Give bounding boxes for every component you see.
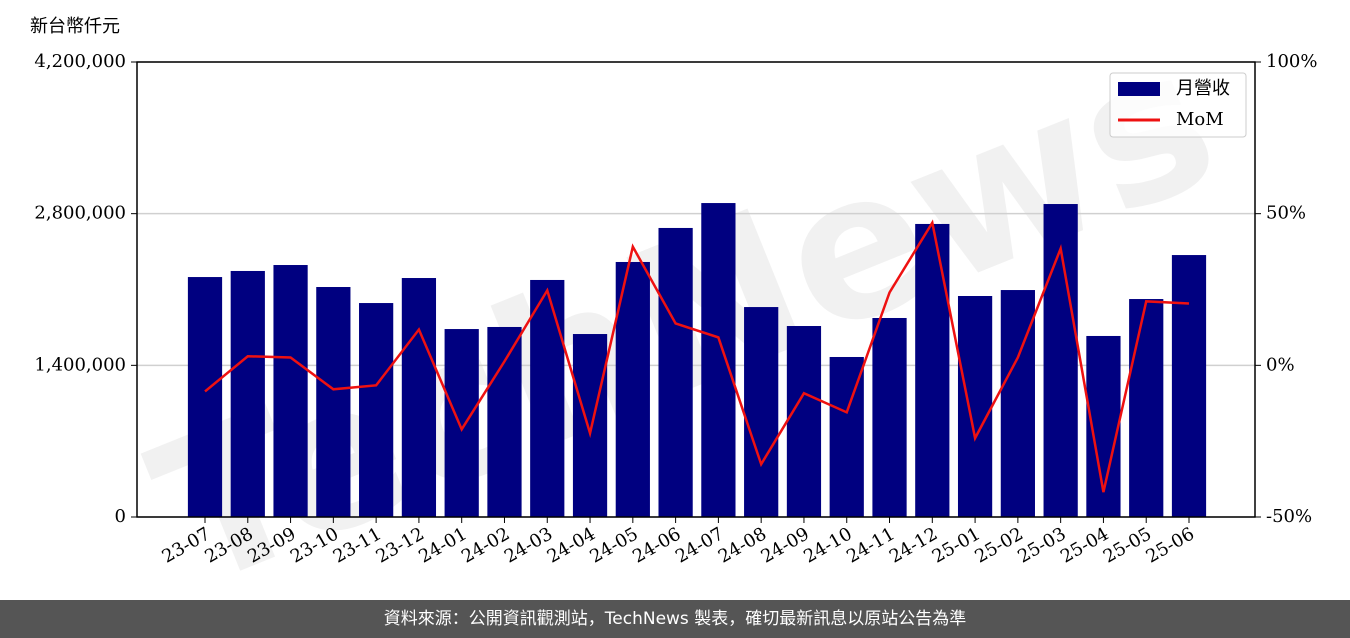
x-tick-label: 25-06 (1143, 523, 1198, 567)
source-note: 資料來源：公開資訊觀測站，TechNews 製表，確切最新訊息以原站公告為準 (0, 600, 1350, 638)
plot-frame (136, 61, 1256, 518)
y2-tick-label: 100% (1266, 51, 1317, 72)
bar (1171, 255, 1207, 518)
x-tick-label: 24-10 (800, 523, 855, 567)
bar (316, 287, 351, 517)
bar (273, 265, 308, 517)
bar (530, 279, 565, 517)
x-tick-label: 24-11 (843, 523, 898, 567)
y-tick-label: 2,800,000 (34, 203, 126, 224)
bar (230, 270, 265, 517)
x-tick-label: 25-04 (1057, 523, 1112, 567)
bar (444, 329, 479, 517)
y-tick-label: 4,200,000 (34, 51, 126, 72)
legend-swatch (1118, 82, 1160, 96)
x-tick-label: 24-12 (886, 523, 941, 567)
y-tick-label: 0 (115, 506, 126, 527)
x-tick-label: 25-02 (971, 523, 1026, 567)
y-tick-label: 1,400,000 (34, 354, 126, 375)
x-tick-label: 24-08 (715, 523, 770, 567)
x-tick-label: 24-03 (501, 523, 556, 567)
bar (872, 317, 907, 517)
y2-tick-label: -50% (1266, 506, 1312, 527)
bar (187, 277, 223, 517)
x-tick-label: 24-07 (672, 523, 727, 567)
bar (658, 227, 693, 517)
chart: 新台幣仟元 TechNews 01,400,0002,800,0004,200,… (30, 1, 1317, 600)
x-tick-label: 24-05 (586, 523, 641, 567)
x-tick-label: 25-03 (1014, 523, 1069, 567)
bar (1129, 299, 1164, 517)
x-tick-label: 24-09 (758, 523, 813, 567)
bar (786, 326, 822, 517)
x-tick-label: 24-04 (544, 523, 599, 567)
bar (359, 303, 394, 517)
bar (915, 223, 950, 518)
bar (744, 307, 779, 517)
legend-label: MoM (1176, 109, 1224, 130)
bar (401, 278, 437, 517)
y-axis-label: 新台幣仟元 (30, 16, 120, 37)
y2-tick-label: 0% (1266, 354, 1295, 375)
x-tick-label: 25-05 (1100, 523, 1155, 567)
bar (701, 203, 736, 518)
bar (1043, 204, 1078, 517)
bar (572, 334, 608, 517)
legend-label: 月營收 (1176, 78, 1230, 99)
x-tick-label: 25-01 (929, 523, 984, 567)
x-tick-label: 24-06 (629, 523, 684, 567)
bar (957, 296, 993, 517)
line (204, 219, 1190, 493)
bar (615, 261, 650, 517)
y2-tick-label: 50% (1266, 203, 1306, 224)
bar (487, 326, 522, 517)
